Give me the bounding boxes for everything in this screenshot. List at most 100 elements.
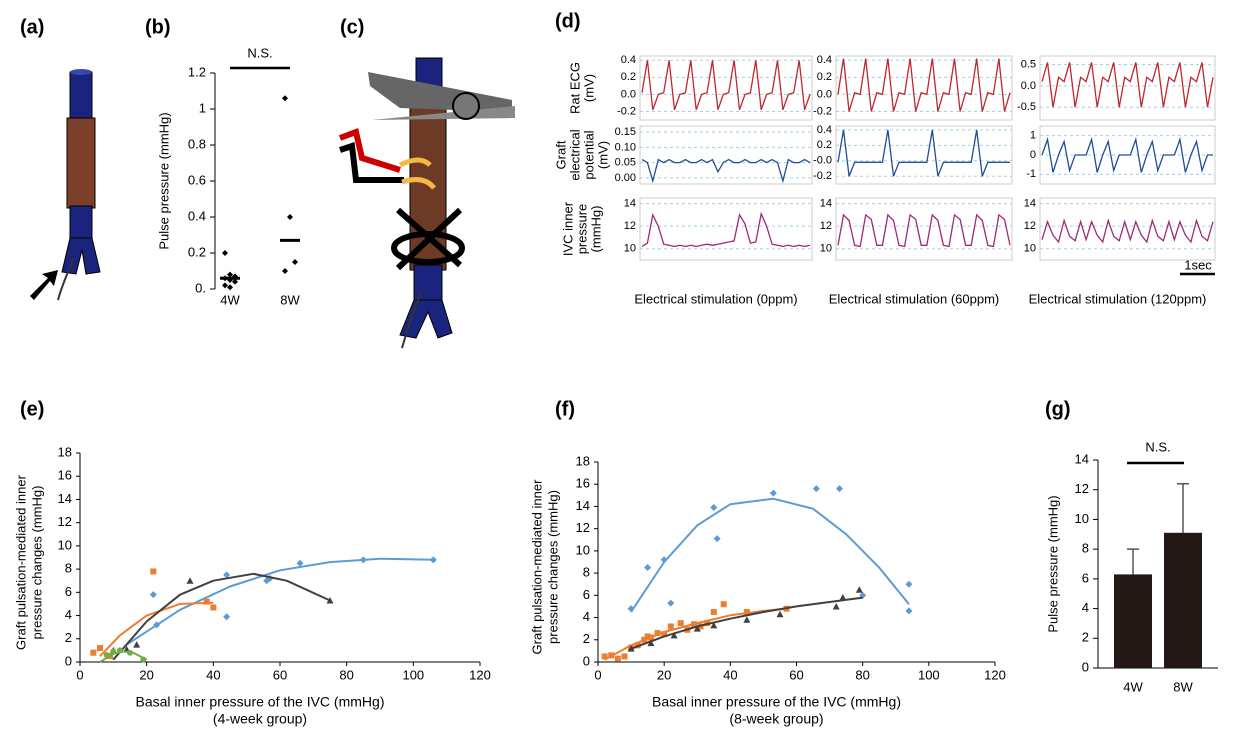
point: [743, 609, 750, 615]
fit-curve: [112, 572, 331, 661]
point: [661, 631, 668, 638]
trace-frame: [835, 55, 1013, 121]
point: [641, 636, 648, 643]
y-tick-label: 0.2: [817, 139, 832, 151]
point: [232, 278, 238, 285]
point: [660, 556, 668, 564]
trace: [837, 58, 1011, 112]
point: [690, 621, 697, 628]
point: [905, 580, 913, 588]
point: [223, 613, 231, 621]
trace: [641, 211, 811, 248]
point: [117, 647, 123, 654]
y-tick-label: 12: [58, 514, 72, 529]
point: [710, 609, 717, 615]
y-tick-label: 4: [1082, 600, 1089, 615]
trace: [641, 60, 811, 111]
y-tick-label: -0.2: [813, 170, 832, 182]
x-axis-label: Basal inner pressure of the IVC (mmHg): [652, 694, 901, 710]
y-tick-label: 12: [1024, 220, 1036, 232]
x-tick-label: 8W: [1173, 679, 1193, 694]
panel-label: (c): [340, 16, 364, 38]
trace: [641, 158, 811, 184]
x-axis-label: Basal inner pressure of the IVC (mmHg): [136, 694, 385, 710]
y-tick-label: 0.6: [188, 172, 206, 187]
point: [292, 259, 298, 265]
point: [227, 271, 233, 278]
point: [153, 621, 161, 629]
y-tick-label: 0.0: [1021, 80, 1036, 92]
y-tick-label: 10: [1024, 243, 1036, 255]
point: [905, 607, 913, 615]
row-label: IVC inner: [560, 201, 575, 256]
x-tick-label: 4W: [220, 292, 240, 307]
x-tick-label: 0: [594, 667, 601, 682]
trace-frame: [1039, 197, 1216, 261]
panel-label: (f): [555, 398, 575, 420]
point: [647, 634, 654, 641]
y-tick-label: -1: [1026, 168, 1036, 180]
y-tick-label: 18: [58, 444, 72, 459]
y-tick-label: 1.2: [188, 64, 206, 79]
y-tick-label: 0.0: [621, 88, 636, 100]
x-tick-label: 100: [402, 667, 424, 682]
row-label: electrical: [567, 129, 582, 180]
row-label: Graft: [553, 140, 568, 169]
y-tick-label: 0.: [195, 280, 206, 295]
y-tick-label: 6: [583, 587, 590, 602]
point: [97, 645, 103, 652]
x-tick-label: 60: [273, 667, 287, 682]
bar: [1114, 574, 1152, 668]
row-label: pressure: [574, 204, 589, 255]
point: [222, 282, 228, 289]
y-tick-label: -0.2: [617, 105, 636, 117]
point: [667, 623, 674, 630]
point: [836, 485, 844, 493]
y-axis-label: pressure changes (mmHg): [29, 486, 44, 640]
trace-frame: [639, 55, 813, 121]
point: [621, 653, 628, 660]
point: [832, 602, 840, 610]
y-tick-label: 12: [576, 520, 590, 535]
point: [103, 652, 110, 659]
fit-curve: [99, 601, 214, 657]
x-tick-label: 20: [657, 667, 671, 682]
point: [839, 594, 847, 601]
point: [644, 633, 651, 640]
x-tick-label: 4W: [1123, 679, 1143, 694]
subtitle: (8-week group): [729, 711, 823, 727]
point: [677, 620, 684, 627]
x-tick-label: 120: [469, 667, 491, 682]
y-tick-label: 14: [58, 491, 72, 506]
y-tick-label: -0.5: [1017, 101, 1036, 113]
row-label: (mV): [581, 74, 596, 102]
y-tick-label: 0.2: [817, 71, 832, 83]
row-label: (mV): [595, 141, 610, 169]
y-axis-label: Pulse pressure (mmHg): [1045, 495, 1060, 632]
x-tick-label: 8W: [280, 292, 300, 307]
point: [133, 641, 141, 648]
y-tick-label: 2: [583, 631, 590, 646]
x-tick-label: 40: [206, 667, 220, 682]
y-tick-label: 0: [65, 653, 72, 668]
point: [210, 604, 217, 611]
caption: Electrical stimulation (0ppm): [634, 291, 797, 306]
trace: [837, 129, 1010, 177]
y-tick-label: 0.2: [621, 71, 636, 83]
x-tick-label: 80: [855, 667, 869, 682]
y-tick-label: 6: [1082, 570, 1089, 585]
y-tick-label: 0.4: [621, 54, 636, 66]
point: [429, 556, 437, 564]
y-tick-label: 0.2: [188, 244, 206, 259]
y-tick-label: 0.00: [615, 172, 636, 184]
trace: [837, 213, 1011, 248]
y-tick-label: 1: [1030, 130, 1036, 142]
trace-frame: [1039, 55, 1216, 121]
y-tick-label: 0.10: [615, 141, 636, 153]
y-tick-label: 0.05: [615, 157, 636, 169]
point: [627, 645, 635, 652]
y-tick-label: 8: [583, 565, 590, 580]
x-tick-label: 100: [918, 667, 940, 682]
point: [720, 601, 727, 608]
y-tick-label: 8: [1082, 541, 1089, 556]
